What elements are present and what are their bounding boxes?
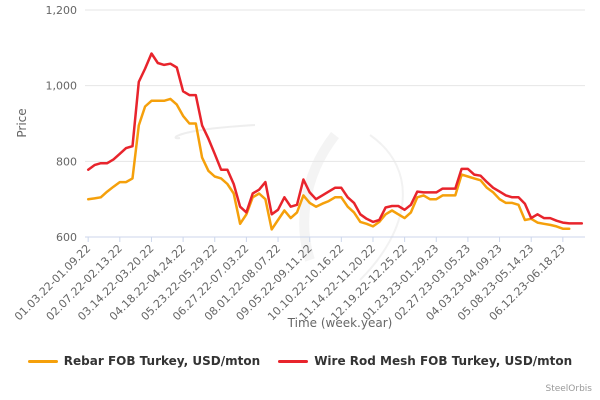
y-tick-label: 800: [56, 155, 77, 168]
y-axis: 600 800 1,000 1,200: [46, 4, 585, 244]
credit-label: SteelOrbis: [545, 384, 592, 394]
series-line-0[interactable]: [86, 97, 571, 231]
legend-item-wire-rod-mesh[interactable]: Wire Rod Mesh FOB Turkey, USD/mton: [278, 354, 572, 368]
watermark: [174, 124, 404, 281]
x-axis: 01.03.22-01.09.2202.07.22-02.13.2203.14.…: [12, 237, 568, 323]
series-lines: [86, 52, 584, 231]
legend-swatch-rebar: [27, 359, 58, 363]
y-tick-label: 600: [56, 231, 77, 244]
x-axis-title: Time (week.year): [287, 316, 393, 330]
legend: Rebar FOB Turkey, USD/mton Wire Rod Mesh…: [0, 354, 600, 368]
legend-swatch-wire-rod-mesh: [278, 359, 309, 363]
series-line-1[interactable]: [86, 52, 584, 225]
y-tick-label: 1,000: [46, 80, 78, 93]
legend-item-rebar[interactable]: Rebar FOB Turkey, USD/mton: [27, 354, 261, 368]
y-tick-label: 1,200: [46, 4, 78, 17]
y-axis-title: Price: [15, 108, 29, 137]
legend-label-rebar: Rebar FOB Turkey, USD/mton: [63, 354, 261, 368]
legend-label-wire-rod-mesh: Wire Rod Mesh FOB Turkey, USD/mton: [314, 354, 573, 368]
